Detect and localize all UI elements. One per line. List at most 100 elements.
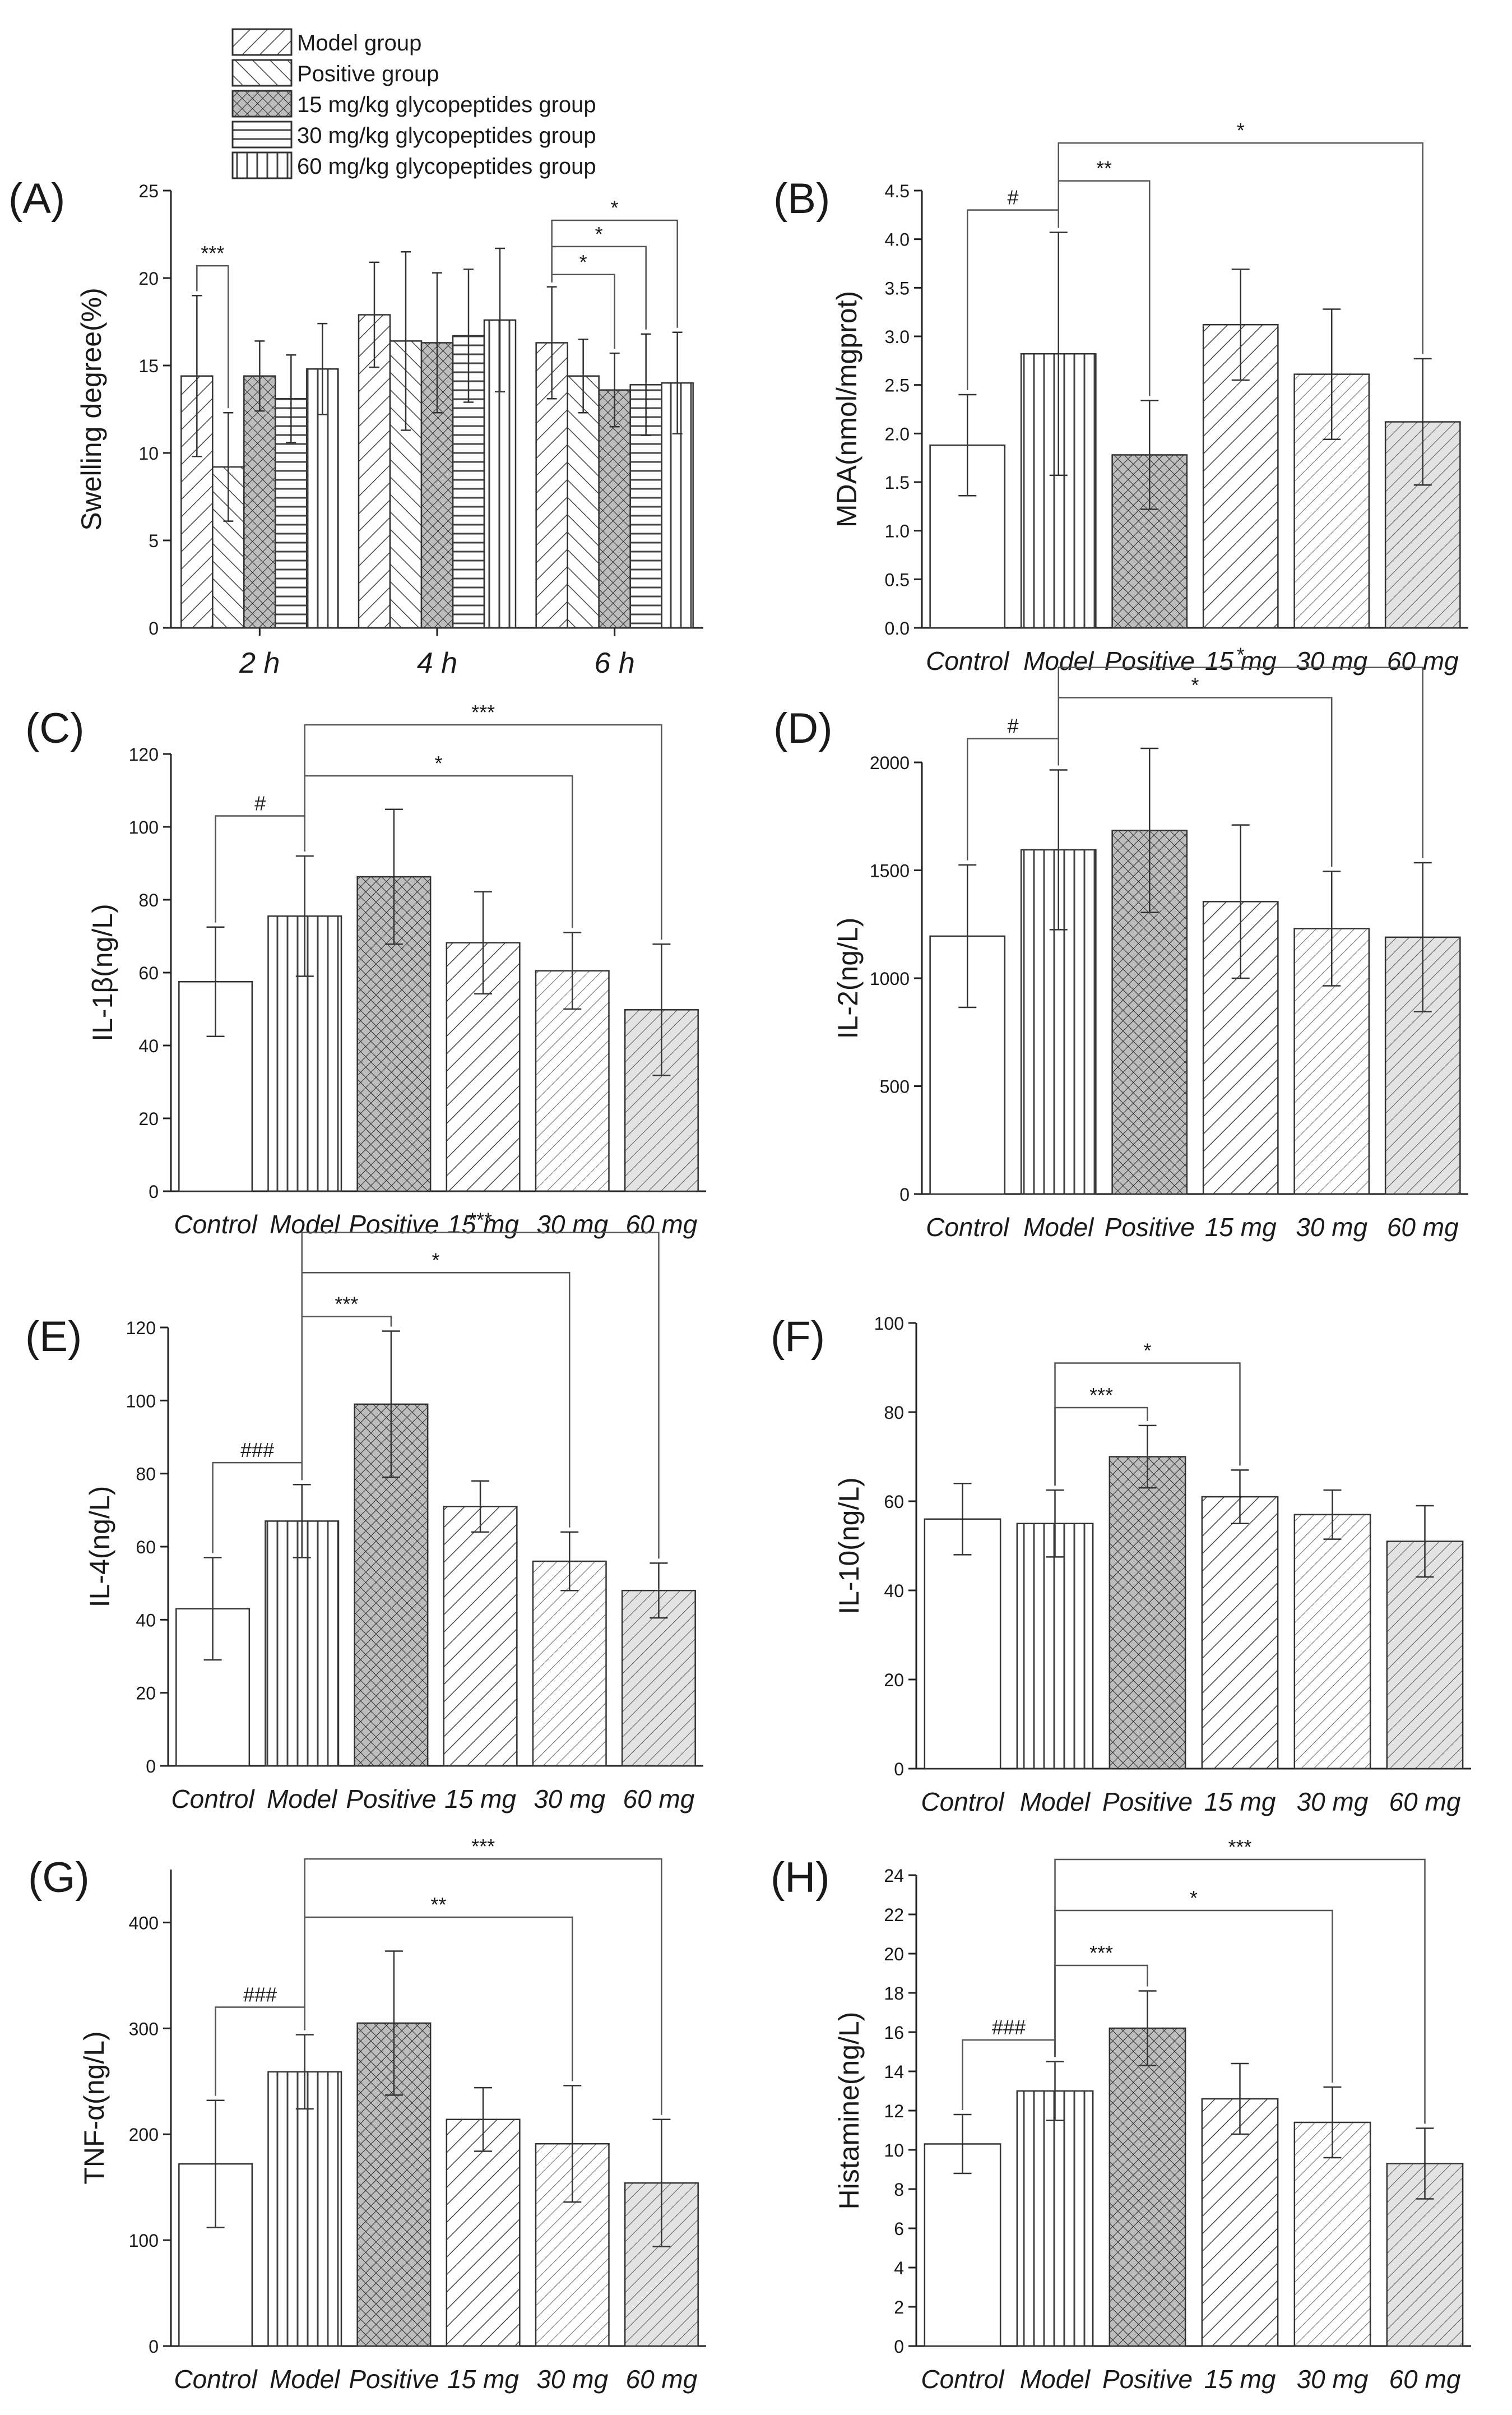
significance-label: *** [201,242,224,265]
legend-swatch [231,90,293,118]
x-tick-label: 15 mg [1204,2365,1276,2394]
y-tick-label: 15 [138,356,159,376]
panel-label: (A) [8,175,65,223]
significance-label: # [1007,715,1018,738]
x-tick-label: 15 mg [447,1210,519,1239]
panel-label: (H) [771,1854,830,1902]
bar [446,2118,521,2347]
bar [1293,2121,1371,2347]
significance-bracket [1058,667,1423,859]
x-tick-label: Control [174,2365,258,2394]
chart-panel: (C)IL-1β(ng/L)020406080100120#****Contro… [25,701,706,1239]
bar [1201,2098,1279,2347]
legend-item: Positive group [231,59,439,87]
error-bars [953,1424,1434,1578]
legend-label: Positive group [297,62,439,86]
y-tick-label: 20 [136,1683,156,1704]
y-tick-label: 80 [884,1403,904,1423]
x-tick-label: 30 mg [536,2365,608,2394]
significance-brackets: **** [1054,1339,1241,1486]
significance-label: * [432,1248,439,1271]
significance-brackets: #**** [215,701,662,940]
x-tick-label: Control [921,2365,1005,2394]
bar [1109,2027,1186,2347]
significance-label: *** [1089,1941,1113,1964]
legend-label: 15 mg/kg glycopeptides group [297,92,596,117]
significance-label: *** [469,1209,492,1232]
significance-label: ** [1096,157,1112,180]
y-tick-label: 3.5 [885,278,910,298]
y-tick-label: 2 [894,2297,904,2317]
y-tick-label: 200 [129,2125,159,2145]
error-bars [958,232,1432,510]
y-tick-label: 400 [129,1913,159,1933]
legend-swatch [231,121,293,149]
y-tick-label: 40 [138,1036,159,1056]
significance-bracket [1058,142,1423,354]
y-tick-label: 300 [129,2019,159,2039]
significance-label: * [595,223,603,246]
y-tick-label: 0 [894,1759,904,1779]
bar [1293,1514,1371,1770]
y-tick-label: 5 [149,531,159,551]
significance-bracket [304,1858,662,2115]
y-tick-label: 25 [138,181,159,201]
bars [178,2022,699,2347]
significance-bracket [215,815,305,923]
x-tick-label: 30 mg [534,1784,605,1813]
y-tick-label: 60 [884,1492,904,1512]
x-tick-label: Control [171,1784,255,1813]
x-tick-label: 4 h [417,647,457,679]
y-tick-label: 1.0 [885,521,910,542]
y-tick-label: 500 [880,1077,910,1097]
legend-item: Model group [231,28,421,56]
significance-label: * [611,196,619,219]
y-tick-label: 0.0 [885,618,910,639]
x-tick-label: 2 h [239,647,280,679]
y-tick-label: 0 [894,2337,904,2357]
y-tick-label: 14 [884,2062,904,2082]
significance-label: ### [243,1983,277,2006]
y-tick-label: 1.5 [885,473,910,493]
y-tick-label: 16 [884,2023,904,2043]
y-tick-label: 80 [138,890,159,910]
significance-label: *** [1228,1835,1251,1858]
bars [178,876,699,1192]
y-tick-label: 24 [884,1866,904,1886]
x-tick-label: 6 h [595,647,635,679]
y-tick-label: 12 [884,2101,904,2121]
legend-label: 60 mg/kg glycopeptides group [297,154,596,179]
x-tick-label: 60 mg [1389,2365,1461,2394]
significance-brackets: # * * [967,644,1423,867]
y-tick-label: 8 [894,2180,904,2200]
bars [924,2027,1464,2347]
bar [443,1506,518,1767]
legend-item: 30 mg/kg glycopeptides group [231,121,596,149]
y-axis-label: MDA(nmol/mgprot) [831,291,862,528]
y-tick-label: 2.0 [885,424,910,444]
legend-label: 30 mg/kg glycopeptides group [297,123,596,148]
y-tick-label: 60 [138,963,159,983]
significance-bracket [1054,1362,1241,1486]
significance-label: *** [1089,1384,1113,1407]
x-tick-label: Positive [1102,2365,1193,2394]
significance-label: * [1237,644,1245,667]
y-tick-label: 0 [149,2337,159,2357]
y-tick-label: 20 [884,1944,904,1964]
bar [1202,323,1279,629]
panel-label: (G) [28,1854,90,1902]
bar [924,1518,1001,1770]
chart-panel: (B) MDA(nmol/mgprot) 0.0 0.5 1.0 1.5 2.0 2.5 3.0… [773,119,1468,676]
y-tick-label: 0 [146,1756,156,1776]
x-tick-label: 60 mg [625,2365,697,2394]
error-bars [206,808,671,1076]
chart-panel: (H)Histamine(ng/L)024681012141618202224#… [771,1835,1471,2394]
significance-bracket [1054,1909,1333,2083]
x-tick-label: Model [267,1784,338,1813]
bars [929,323,1461,629]
y-axis-label: TNF-α(ng/L) [78,2031,110,2184]
y-tick-label: 4.0 [885,230,910,250]
